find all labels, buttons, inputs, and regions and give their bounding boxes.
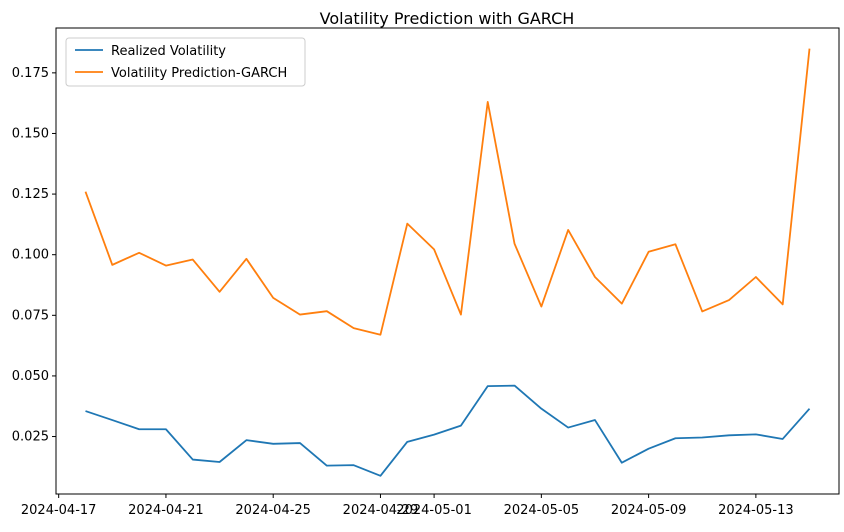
y-tick-label-5: 0.150 bbox=[12, 126, 49, 141]
legend: Realized Volatility Volatility Predictio… bbox=[65, 37, 306, 87]
series-line-1 bbox=[84, 48, 811, 336]
legend-box bbox=[65, 37, 306, 87]
x-tick-label-1: 2024-04-21 bbox=[128, 503, 204, 518]
y-tick-label-2: 0.075 bbox=[12, 308, 49, 323]
plot-frame bbox=[55, 27, 840, 495]
y-tick-label-3: 0.100 bbox=[12, 248, 49, 263]
x-tick-label-5: 2024-05-05 bbox=[504, 503, 580, 518]
y-tick-label-1: 0.050 bbox=[12, 369, 49, 384]
y-tick-label-6: 0.175 bbox=[12, 66, 49, 81]
series-layer bbox=[84, 48, 811, 477]
x-tick-label-4: 2024-05-01 bbox=[396, 503, 472, 518]
legend-label-garch: Volatility Prediction-GARCH bbox=[111, 66, 287, 81]
y-tick-label-0: 0.025 bbox=[12, 430, 49, 445]
x-tick-label-3: 2024-04-29 bbox=[343, 503, 419, 518]
x-tick-label-7: 2024-05-13 bbox=[718, 503, 794, 518]
chart-title: Volatility Prediction with GARCH bbox=[320, 9, 575, 28]
y-tick-label-4: 0.125 bbox=[12, 187, 49, 202]
y-axis: 0.025 0.050 0.075 0.100 0.125 0.150 0.175 bbox=[12, 66, 56, 445]
x-axis: 2024-04-17 2024-04-21 2024-04-25 2024-04-29… bbox=[21, 494, 794, 518]
x-tick-label-0: 2024-04-17 bbox=[21, 503, 97, 518]
x-tick-label-6: 2024-05-09 bbox=[611, 503, 687, 518]
series-line-0 bbox=[85, 384, 811, 477]
legend-label-realized: Realized Volatility bbox=[111, 44, 226, 59]
x-tick-label-2: 2024-04-25 bbox=[235, 503, 311, 518]
